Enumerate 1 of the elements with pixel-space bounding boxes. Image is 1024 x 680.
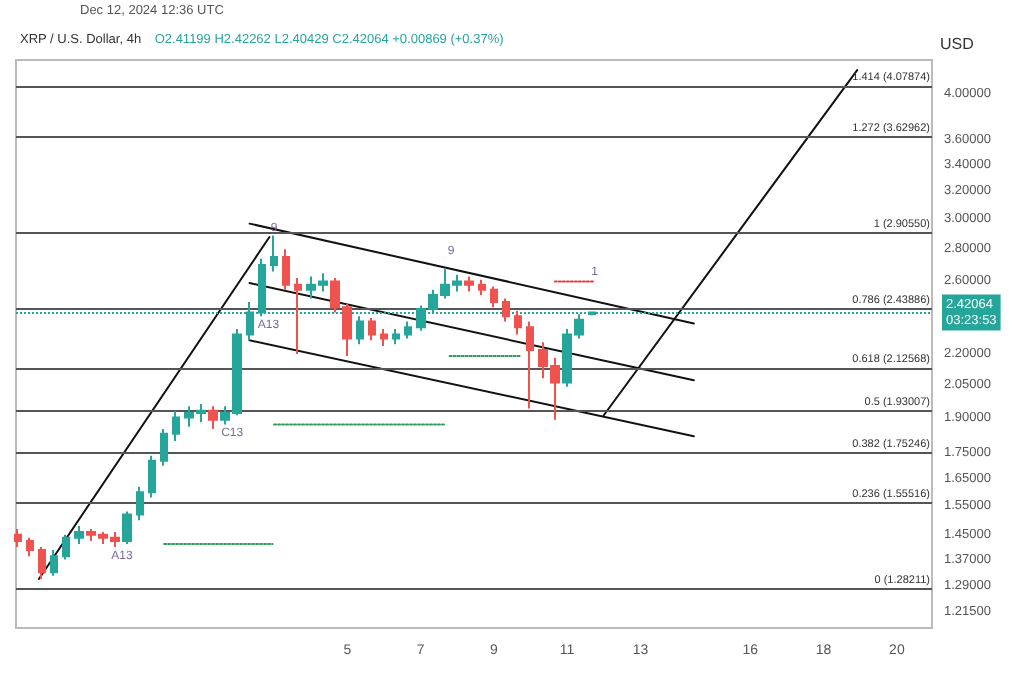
y-axis-title: USD: [940, 35, 975, 53]
